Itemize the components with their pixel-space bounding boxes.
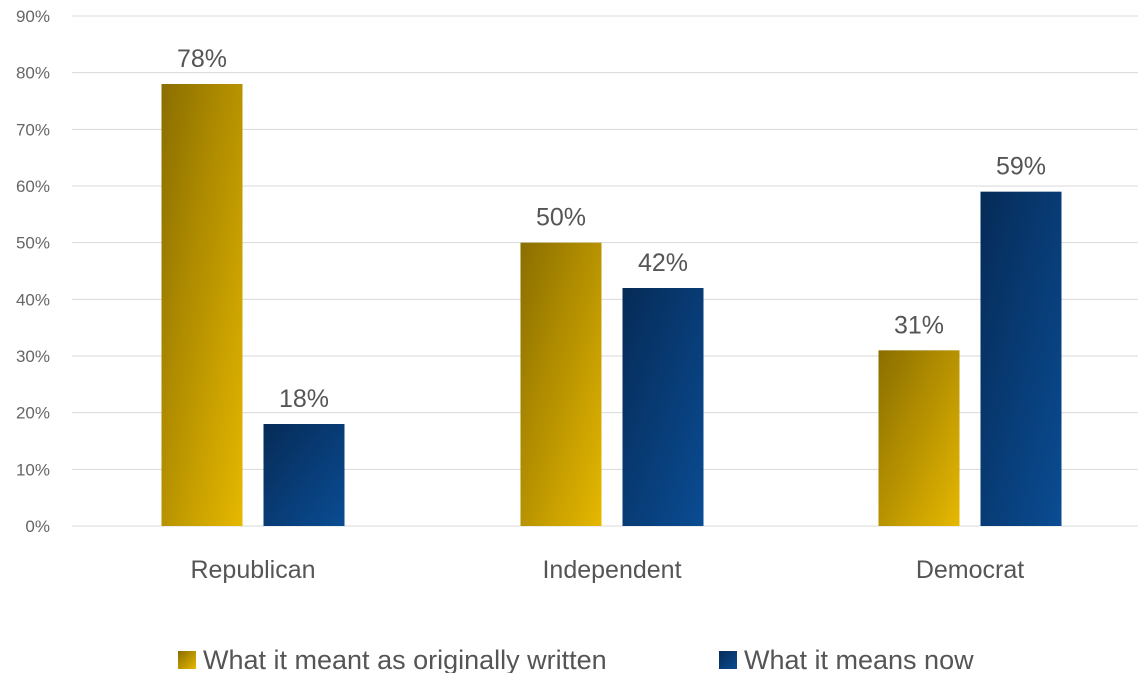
legend-label-1: What it meant as originally written xyxy=(203,645,607,673)
bar-2-republican xyxy=(263,424,345,526)
y-tick-label: 60% xyxy=(16,177,50,196)
bars xyxy=(161,84,1062,526)
data-label: 42% xyxy=(638,249,688,277)
x-category-label: Independent xyxy=(542,556,681,584)
y-tick-label: 90% xyxy=(16,7,50,26)
legend-swatch-2 xyxy=(719,651,737,669)
legend-label-2: What it means now xyxy=(744,645,974,673)
data-label: 31% xyxy=(894,311,944,339)
x-category-label: Republican xyxy=(190,556,315,584)
y-axis-ticks: 0% 10% 20% 30% 40% 50% 60% 70% 80% 90% xyxy=(16,7,50,536)
legend-item-1: What it meant as originally written xyxy=(178,645,607,673)
y-tick-label: 0% xyxy=(25,517,50,536)
bar-1-independent xyxy=(520,242,602,526)
bar-2-democrat xyxy=(980,191,1062,526)
gridlines xyxy=(72,15,1138,527)
data-labels: 78% 18% 50% 42% 31% 59% xyxy=(177,45,1046,413)
category-labels: Republican Independent Democrat xyxy=(190,556,1024,584)
y-tick-label: 50% xyxy=(16,234,50,253)
y-tick-label: 30% xyxy=(16,347,50,366)
legend-item-2: What it means now xyxy=(719,645,974,673)
bar-1-democrat xyxy=(878,350,960,526)
data-label: 18% xyxy=(279,385,329,413)
legend: What it meant as originally written What … xyxy=(178,645,974,673)
data-label: 59% xyxy=(996,153,1046,181)
legend-swatch-1 xyxy=(178,651,196,669)
data-label: 78% xyxy=(177,45,227,73)
bar-2-independent xyxy=(622,288,704,526)
y-tick-label: 40% xyxy=(16,290,50,309)
y-tick-label: 70% xyxy=(16,120,50,139)
y-tick-label: 80% xyxy=(16,64,50,83)
y-tick-label: 20% xyxy=(16,404,50,423)
data-label: 50% xyxy=(536,204,586,232)
x-category-label: Democrat xyxy=(916,556,1024,584)
y-tick-label: 10% xyxy=(16,460,50,479)
bar-1-republican xyxy=(161,84,243,526)
